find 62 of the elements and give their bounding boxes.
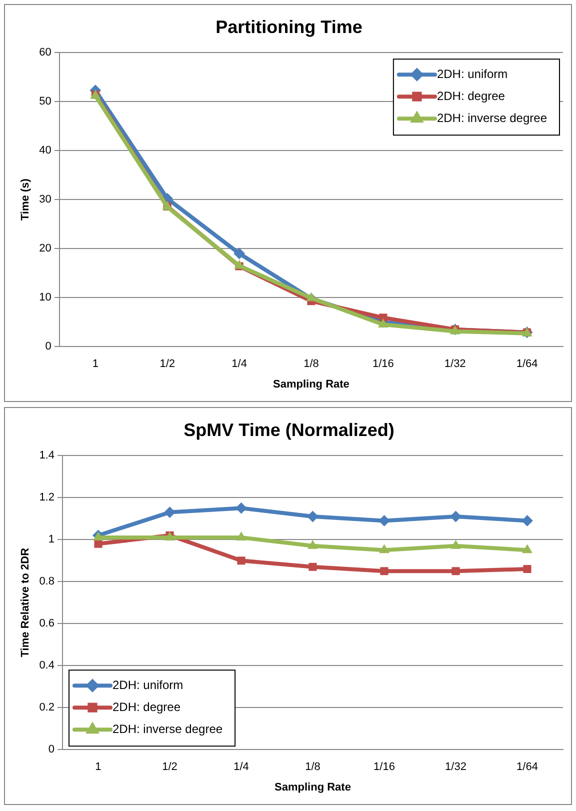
point (94, 540, 102, 548)
x-axis-title: Sampling Rate (274, 781, 351, 794)
point (380, 567, 388, 576)
point (308, 562, 317, 571)
y-tick-label: 1 (48, 534, 54, 546)
x-tick-label: 1/16 (372, 358, 394, 370)
y-tick-label: 60 (39, 46, 52, 59)
point (450, 511, 462, 522)
x-axis-title: Sampling Rate (273, 378, 350, 390)
x-tick-label: 1/32 (444, 358, 466, 370)
legend-label: 2DH: uniform (112, 678, 184, 692)
x-tick-label: 1/8 (304, 358, 319, 370)
point (236, 502, 247, 514)
x-tick-label: 1/4 (234, 761, 249, 774)
point (450, 540, 461, 549)
y-axis-title: Time (s) (20, 178, 32, 221)
legend-label: 2DH: inverse degree (112, 722, 223, 736)
x-tick-label: 1/64 (516, 761, 538, 774)
x-tick-label: 1/16 (374, 761, 395, 774)
chart-title: SpMV Time (Normalized) (184, 420, 394, 440)
point (378, 515, 390, 526)
y-tick-label: 10 (39, 292, 52, 304)
chart-title: Partitioning Time (216, 16, 362, 37)
y-tick-label: 40 (39, 144, 52, 157)
point (452, 567, 460, 576)
x-tick-label: 1 (92, 358, 98, 370)
y-tick-label: 30 (39, 194, 52, 206)
x-tick-label: 1/64 (516, 358, 538, 370)
y-tick-label: 1.2 (39, 492, 54, 504)
point (522, 515, 533, 526)
legend-label: 2DH: uniform (436, 66, 508, 81)
legend-label: 2DH: inverse degree (436, 110, 548, 125)
y-tick-label: 0.4 (39, 660, 54, 672)
point (308, 540, 318, 549)
point (522, 544, 532, 554)
x-tick-label: 1/8 (305, 761, 320, 774)
y-axis-title: Time Relative to 2DR (20, 548, 32, 658)
point (307, 511, 318, 522)
point (378, 319, 388, 328)
x-tick-label: 1/2 (162, 761, 178, 774)
x-tick-label: 1/32 (445, 761, 466, 774)
x-tick-label: 1/2 (160, 358, 175, 370)
point (236, 532, 246, 540)
y-tick-label: 0.8 (39, 576, 54, 588)
legend-label: 2DH: degree (436, 88, 506, 103)
point (523, 564, 532, 574)
y-tick-label: 50 (39, 96, 52, 108)
x-tick-label: 1/4 (232, 358, 247, 370)
point (93, 532, 104, 540)
y-tick-label: 1.4 (39, 450, 54, 462)
point (379, 544, 390, 554)
y-tick-label: 0.6 (39, 618, 54, 630)
legend-label: 2DH: degree (112, 700, 181, 714)
point (234, 248, 245, 259)
point (164, 506, 176, 518)
x-tick-label: 1 (95, 761, 102, 774)
point (379, 314, 388, 322)
point (237, 556, 246, 565)
y-tick-label: 0 (48, 744, 54, 756)
y-tick-label: 0.2 (39, 702, 54, 714)
y-tick-label: 0 (45, 340, 52, 353)
y-tick-label: 20 (39, 242, 52, 255)
